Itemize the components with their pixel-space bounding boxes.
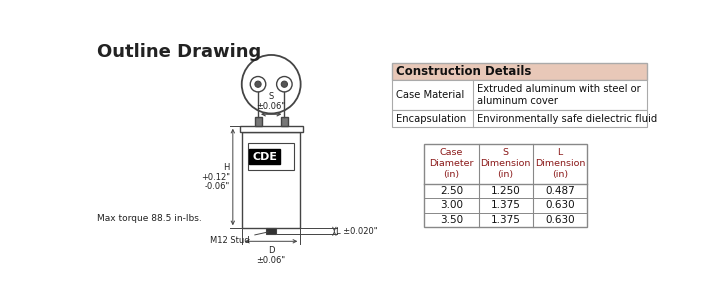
Bar	[248, 143, 294, 171]
Text: H
+0.12"
-0.06": H +0.12" -0.06"	[201, 163, 230, 191]
Text: S
±0.06": S ±0.06"	[257, 92, 286, 111]
Text: Case
Diameter
(in): Case Diameter (in)	[429, 148, 474, 179]
Text: 0.630: 0.630	[545, 201, 574, 210]
Text: Construction Details: Construction Details	[396, 65, 531, 78]
Circle shape	[250, 77, 266, 92]
Text: Environmentally safe dielectric fluid: Environmentally safe dielectric fluid	[477, 114, 657, 124]
Text: M12 Stud: M12 Stud	[210, 232, 269, 245]
Circle shape	[242, 55, 301, 113]
Bar	[392, 63, 647, 80]
Text: D
±0.06": D ±0.06"	[257, 246, 286, 264]
Bar	[242, 132, 300, 228]
Circle shape	[255, 81, 261, 87]
Text: S
Dimension
(in): S Dimension (in)	[480, 148, 531, 179]
Text: 0.630: 0.630	[545, 215, 574, 225]
Text: Encapsulation: Encapsulation	[395, 114, 466, 124]
Text: L ±0.020": L ±0.020"	[336, 227, 377, 236]
Text: 1.250: 1.250	[491, 186, 521, 196]
Text: 3.00: 3.00	[440, 201, 463, 210]
Bar	[240, 126, 303, 132]
Text: 1.375: 1.375	[491, 215, 521, 225]
Text: L
Dimension
(in): L Dimension (in)	[534, 148, 585, 179]
Text: CDE: CDE	[252, 152, 277, 162]
Text: Extruded aluminum with steel or
aluminum cover: Extruded aluminum with steel or aluminum…	[477, 84, 641, 106]
Circle shape	[277, 77, 292, 92]
Text: 3.50: 3.50	[440, 215, 463, 225]
Bar	[281, 116, 288, 126]
Text: 1.375: 1.375	[491, 201, 521, 210]
Circle shape	[281, 81, 288, 87]
Bar	[392, 110, 647, 127]
Text: Max torque 88.5 in-lbs.: Max torque 88.5 in-lbs.	[98, 214, 202, 223]
Bar	[255, 116, 261, 126]
Bar	[392, 80, 647, 110]
Bar	[266, 228, 276, 234]
Text: 2.50: 2.50	[440, 186, 463, 196]
Text: 0.487: 0.487	[545, 186, 574, 196]
Text: Case Material: Case Material	[395, 90, 464, 100]
Text: Outline Drawing: Outline Drawing	[98, 43, 261, 60]
Bar	[424, 143, 587, 227]
